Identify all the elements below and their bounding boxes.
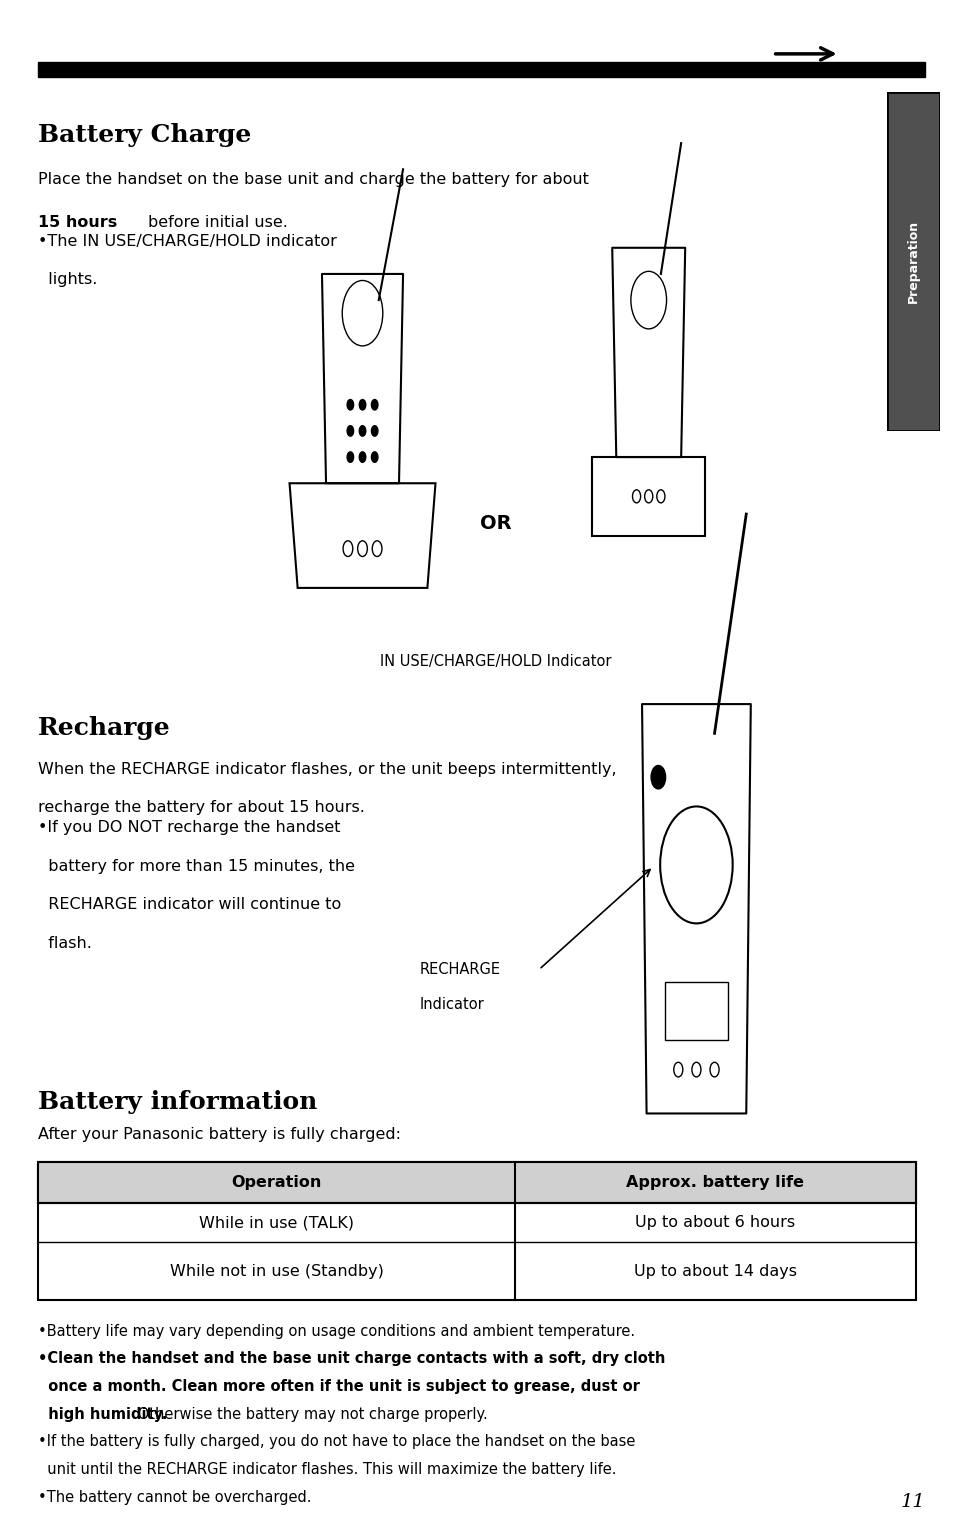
Text: Place the handset on the base unit and charge the battery for about: Place the handset on the base unit and c… [38, 172, 588, 188]
Circle shape [347, 426, 354, 436]
Text: •If you DO NOT recharge the handset: •If you DO NOT recharge the handset [38, 820, 340, 836]
Circle shape [347, 400, 354, 409]
Text: When the RECHARGE indicator flashes, or the unit beeps intermittently,: When the RECHARGE indicator flashes, or … [38, 762, 617, 777]
Bar [38, 1162, 915, 1203]
Text: flash.: flash. [38, 936, 91, 951]
Text: recharge the battery for about 15 hours.: recharge the battery for about 15 hours. [38, 800, 365, 816]
Text: Operation: Operation [232, 1176, 321, 1190]
Text: RECHARGE: RECHARGE [419, 962, 500, 977]
Text: Otherwise the battery may not charge properly.: Otherwise the battery may not charge pro… [132, 1407, 487, 1422]
Text: OR: OR [479, 514, 512, 532]
Bar [664, 982, 727, 1040]
Text: Approx. battery life: Approx. battery life [626, 1176, 803, 1190]
Text: IN USE/CHARGE/HOLD Indicator: IN USE/CHARGE/HOLD Indicator [380, 654, 611, 669]
Text: After your Panasonic battery is fully charged:: After your Panasonic battery is fully ch… [38, 1127, 401, 1142]
Text: 11: 11 [900, 1493, 924, 1511]
Text: lights.: lights. [38, 272, 97, 288]
Circle shape [359, 426, 365, 436]
Text: Up to about 6 hours: Up to about 6 hours [635, 1216, 795, 1230]
Text: Indicator: Indicator [419, 997, 484, 1013]
Text: •The battery cannot be overcharged.: •The battery cannot be overcharged. [38, 1490, 312, 1505]
Text: Recharge: Recharge [38, 716, 171, 740]
Circle shape [650, 765, 665, 790]
Text: •If the battery is fully charged, you do not have to place the handset on the ba: •If the battery is fully charged, you do… [38, 1434, 635, 1450]
Bar [38, 1162, 915, 1300]
Circle shape [359, 400, 365, 409]
Text: •Clean the handset and the base unit charge contacts with a soft, dry cloth: •Clean the handset and the base unit cha… [38, 1351, 665, 1367]
Circle shape [347, 452, 354, 462]
Circle shape [359, 452, 365, 462]
Text: battery for more than 15 minutes, the: battery for more than 15 minutes, the [38, 859, 355, 874]
Text: Battery Charge: Battery Charge [38, 123, 252, 148]
Text: before initial use.: before initial use. [148, 215, 288, 231]
Circle shape [371, 426, 377, 436]
Circle shape [371, 400, 377, 409]
Text: Battery information: Battery information [38, 1090, 317, 1114]
Text: •Battery life may vary depending on usage conditions and ambient temperature.: •Battery life may vary depending on usag… [38, 1324, 635, 1339]
Text: •The IN USE/CHARGE/HOLD indicator: •The IN USE/CHARGE/HOLD indicator [38, 234, 336, 249]
Text: Preparation: Preparation [906, 220, 919, 303]
Text: 15 hours: 15 hours [38, 215, 117, 231]
Text: Up to about 14 days: Up to about 14 days [634, 1264, 796, 1279]
Text: high humidity.: high humidity. [38, 1407, 168, 1422]
Text: unit until the RECHARGE indicator flashes. This will maximize the battery life.: unit until the RECHARGE indicator flashe… [38, 1462, 616, 1477]
Bar [38, 62, 924, 77]
Text: While in use (TALK): While in use (TALK) [199, 1216, 354, 1230]
Text: While not in use (Standby): While not in use (Standby) [170, 1264, 383, 1279]
Text: once a month. Clean more often if the unit is subject to grease, dust or: once a month. Clean more often if the un… [38, 1379, 639, 1394]
Text: RECHARGE indicator will continue to: RECHARGE indicator will continue to [38, 897, 341, 913]
Circle shape [371, 452, 377, 462]
